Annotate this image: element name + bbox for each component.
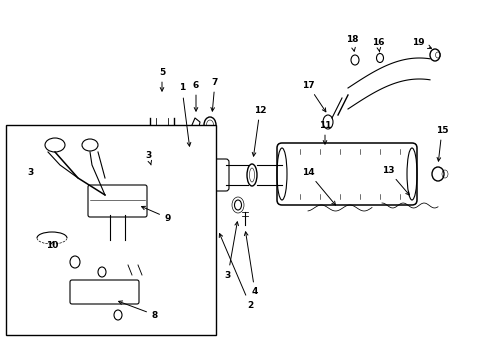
Text: 19: 19 [411, 37, 430, 49]
Text: 3: 3 [27, 167, 33, 176]
Text: 14: 14 [301, 167, 335, 205]
Text: 8: 8 [119, 301, 158, 320]
Bar [6, 125, 216, 335]
Text: 12: 12 [252, 105, 265, 156]
Text: 17: 17 [301, 81, 325, 112]
Text: 3: 3 [144, 150, 151, 165]
Text: 2: 2 [219, 234, 253, 310]
Text: 3: 3 [224, 222, 238, 279]
Text: 5: 5 [159, 68, 165, 91]
Text: 6: 6 [192, 81, 199, 111]
Text: 7: 7 [210, 77, 218, 111]
Text: 16: 16 [371, 37, 384, 52]
Text: 10: 10 [46, 240, 58, 249]
Text: 1: 1 [179, 84, 190, 146]
Text: 13: 13 [381, 166, 408, 195]
Text: 15: 15 [435, 126, 447, 161]
Text: 9: 9 [141, 206, 171, 222]
Text: 4: 4 [244, 232, 258, 297]
Text: 18: 18 [345, 36, 358, 51]
Text: 11: 11 [318, 121, 330, 144]
